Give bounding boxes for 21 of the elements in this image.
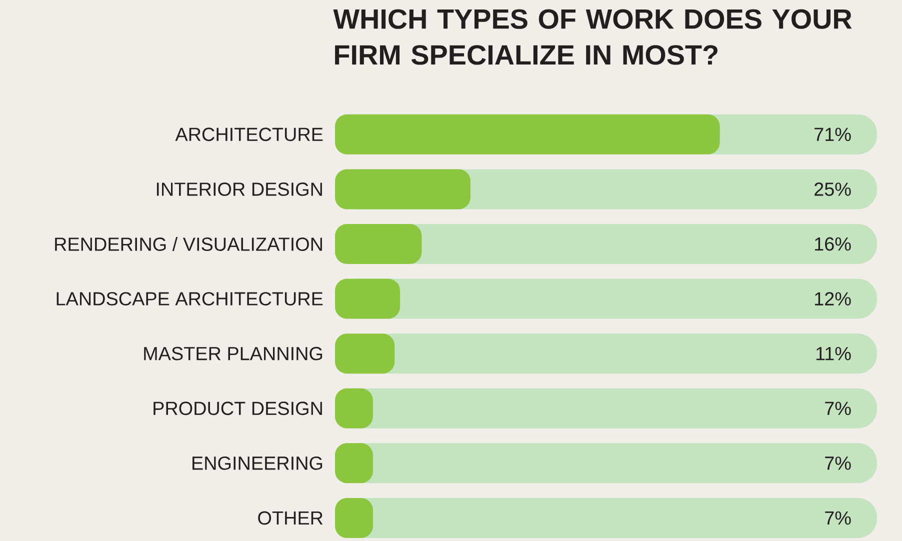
y-tick-label: RENDERING / VISUALIZATION <box>55 237 322 251</box>
chart-title: WHICH TYPES OF WORK DOES YOUR FIRM SPECIALIZE IN MOST? <box>333 9 852 65</box>
y-tick-label: OTHER <box>258 511 323 525</box>
y-tick-label: LANDSCAPE ARCHITECTURE <box>56 292 323 306</box>
data-label: 16% <box>815 237 851 251</box>
y-tick-label: PRODUCT DESIGN <box>154 402 322 416</box>
data-label: 12% <box>815 292 851 306</box>
data-label: 7% <box>825 456 851 470</box>
bar <box>335 278 400 319</box>
y-tick-label: INTERIOR DESIGN <box>156 182 322 196</box>
y-tick-label: ENGINEERING <box>192 456 322 470</box>
y-tick-label: MASTER PLANNING <box>144 346 322 360</box>
data-label: 11% <box>816 346 851 360</box>
bar <box>335 334 395 374</box>
data-label: 7% <box>825 511 851 525</box>
bar <box>335 224 422 264</box>
y-tick-label: ARCHITECTURE <box>175 128 323 142</box>
data-label: 25% <box>814 182 851 196</box>
bar <box>335 169 471 210</box>
data-label: 7% <box>825 402 851 416</box>
data-label: 71% <box>814 128 851 142</box>
